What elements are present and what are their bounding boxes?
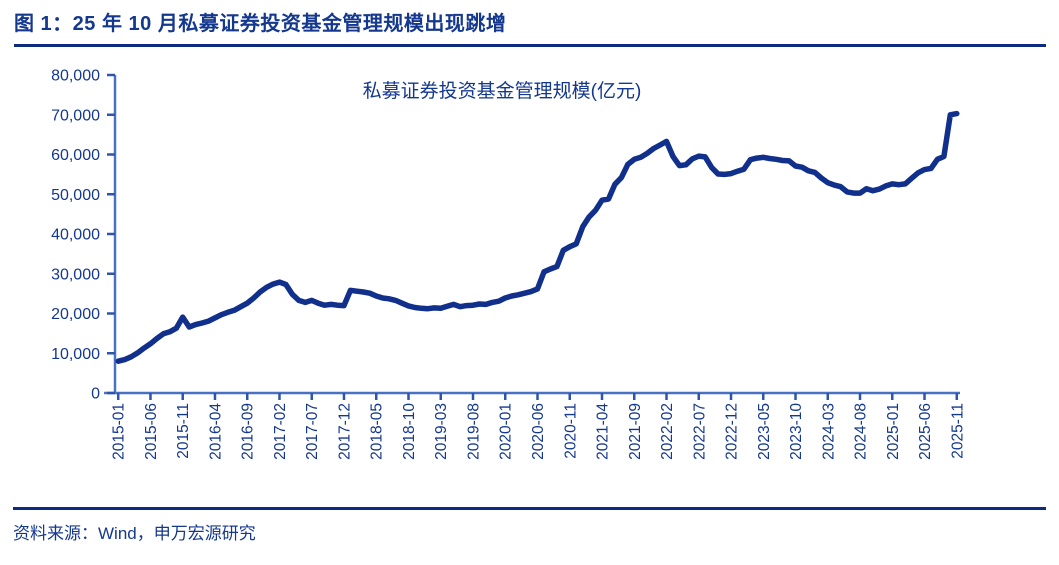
x-tick-label: 2025-01 [885, 403, 902, 460]
x-tick-label: 2019-03 [433, 403, 450, 460]
chart-canvas: 0 10,000 20,000 30,000 40,000 50,000 60,000 70,… [51, 68, 966, 460]
y-axis-ticks: 0 10,000 20,000 30,000 40,000 50,000 60,000 70,… [51, 68, 115, 403]
chart-title: 私募证券投资基金管理规模(亿元) [362, 81, 642, 102]
x-tick-label: 2022-07 [691, 403, 708, 460]
x-tick-label: 2021-09 [627, 403, 644, 460]
figure-title: 图 1：25 年 10 月私募证券投资基金管理规模出现跳增 [14, 13, 507, 35]
x-tick-label: 2015-06 [143, 403, 160, 460]
y-tick-label: 10,000 [51, 346, 100, 363]
x-tick-label: 2025-11 [949, 403, 966, 459]
x-tick-label: 2018-10 [401, 403, 418, 460]
source-text: 资料来源：Wind，申万宏源研究 [13, 524, 256, 543]
x-axis-ticks: 2015-01 2015-06 2015-11 2016-04 2016-09 2017-… [111, 393, 966, 460]
axes [104, 75, 960, 395]
x-tick-label: 2017-02 [272, 403, 289, 460]
y-tick-label: 50,000 [51, 187, 100, 204]
x-tick-label: 2023-05 [756, 403, 773, 460]
y-tick-label: 40,000 [51, 227, 100, 244]
x-tick-label: 2022-02 [659, 403, 676, 460]
x-tick-label: 2015-01 [111, 403, 128, 460]
x-tick-label: 2022-12 [724, 403, 741, 460]
x-tick-label: 2017-12 [336, 403, 353, 460]
x-tick-label: 2021-04 [595, 403, 612, 460]
x-tick-label: 2016-09 [240, 403, 257, 460]
x-tick-label: 2015-11 [175, 403, 192, 459]
x-tick-label: 2020-11 [562, 403, 579, 459]
x-tick-label: 2016-04 [207, 403, 224, 460]
y-tick-label: 60,000 [51, 147, 100, 164]
data-line-series [115, 110, 960, 364]
x-tick-label: 2024-03 [820, 403, 837, 460]
y-tick-label: 80,000 [51, 68, 100, 85]
x-tick-label: 2018-05 [369, 403, 386, 460]
x-tick-label: 2020-01 [498, 403, 515, 460]
source-divider [13, 507, 1046, 510]
x-tick-label: 2024-08 [853, 403, 870, 460]
title-divider [14, 44, 1046, 47]
y-tick-label: 20,000 [51, 306, 100, 323]
line-chart: 0 10,000 20,000 30,000 40,000 50,000 60,000 70,… [51, 68, 966, 460]
y-tick-label: 70,000 [51, 107, 100, 124]
x-tick-label: 2025-06 [917, 403, 934, 460]
y-tick-label: 0 [91, 386, 100, 403]
y-tick-label: 30,000 [51, 266, 100, 283]
x-tick-label: 2023-10 [788, 403, 805, 460]
x-tick-label: 2017-07 [304, 403, 321, 460]
x-tick-label: 2019-08 [465, 403, 482, 460]
x-tick-label: 2020-06 [530, 403, 547, 460]
